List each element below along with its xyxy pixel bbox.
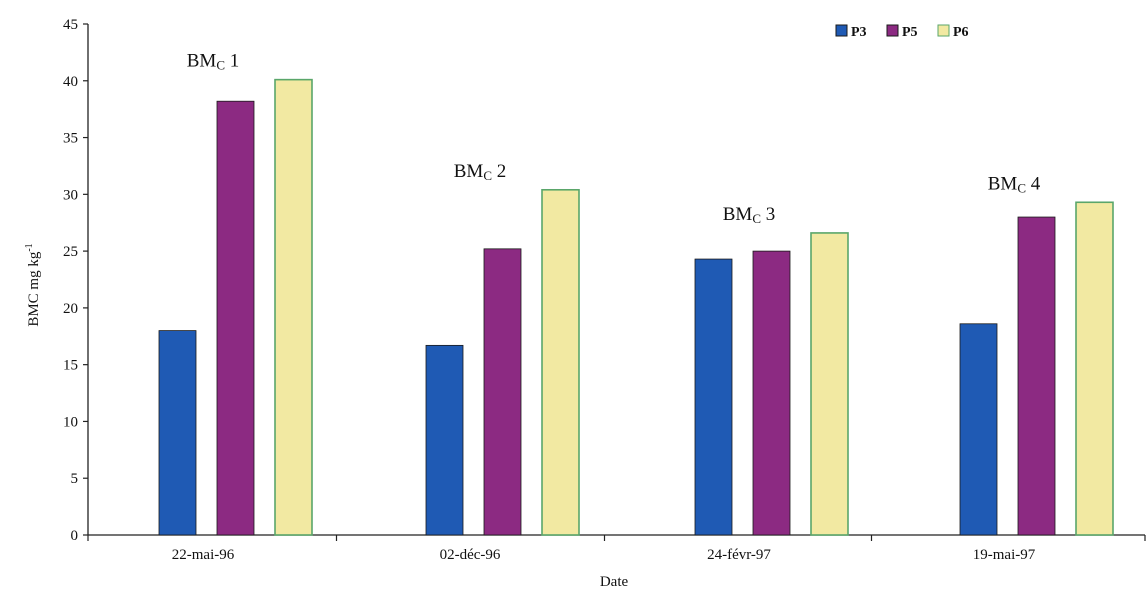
y-tick-label: 20: [63, 301, 78, 317]
x-tick-label: 02-déc-96: [440, 547, 501, 563]
bar-p3: [425, 344, 464, 536]
legend-swatch-p6: [937, 24, 950, 37]
y-tick-label: 15: [63, 358, 78, 374]
y-tick-label: 45: [63, 17, 78, 33]
y-tick-label: 0: [71, 528, 79, 544]
y-tick-label: 30: [63, 187, 78, 203]
bar-p3: [959, 323, 998, 536]
y-tick-label: 35: [63, 131, 78, 147]
y-tick-label: 10: [63, 414, 78, 430]
bar-p6: [274, 78, 313, 536]
y-tick-label: 25: [63, 244, 78, 260]
bar-p6: [810, 232, 849, 536]
group-label: BMC 3: [723, 204, 776, 226]
axes: 0 5 10 15 20 25 30 35 40 45 22-mai-96 02-déc-96 24-f…: [24, 17, 1146, 590]
bar-p5: [216, 100, 255, 536]
legend-label-p6: P6: [953, 25, 969, 40]
legend-label-p3: P3: [851, 25, 867, 40]
legend-swatch-p5: [886, 24, 899, 37]
x-tick-label: 19-mai-97: [973, 547, 1036, 563]
y-tick-label: 40: [63, 74, 78, 90]
y-tick-label: 5: [71, 471, 79, 487]
bar-p3: [694, 258, 733, 536]
bar-p6: [1075, 201, 1114, 536]
bar-p5: [752, 250, 791, 536]
x-tick-label: 22-mai-96: [172, 547, 235, 563]
group-label: BMC 4: [988, 173, 1041, 195]
x-tick-label: 24-févr-97: [707, 547, 771, 563]
group-label: BMC 2: [454, 161, 507, 183]
group-label: BMC 1: [187, 51, 240, 73]
bars: [158, 78, 1114, 536]
bar-p5: [1017, 216, 1056, 536]
bar-p3: [158, 330, 197, 536]
bar-p6: [541, 188, 580, 536]
x-axis-title: Date: [600, 574, 629, 590]
y-axis-title: BMC mg kg-1: [24, 243, 42, 326]
labels: BMC 1 BMC 2 BMC 3 BMC 4: [187, 51, 1041, 226]
legend-swatch-p3: [835, 24, 848, 37]
legend: P3 P5 P6: [835, 24, 969, 40]
legend-label-p5: P5: [902, 25, 918, 40]
bar-p5: [483, 248, 522, 536]
